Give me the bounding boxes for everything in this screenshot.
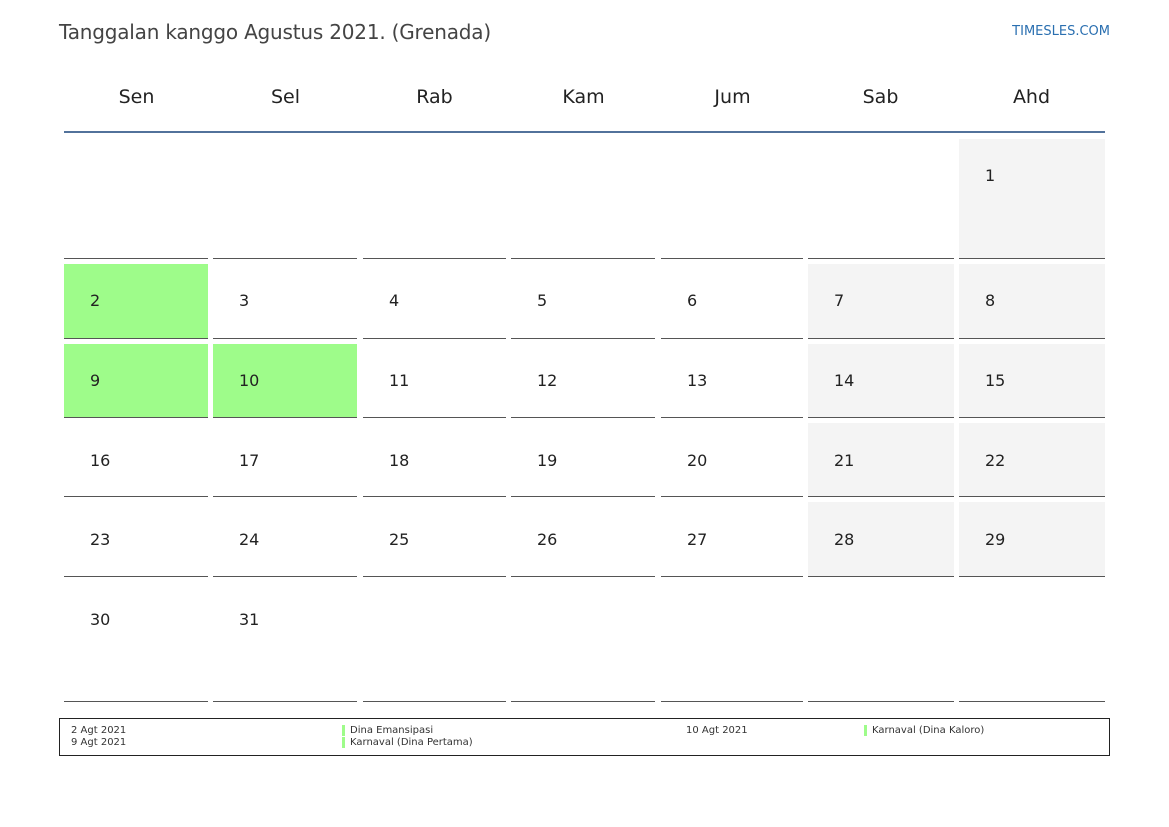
day-number: 2 xyxy=(90,291,101,310)
legend-holiday-name: Karnaval (Dina Kaloro) xyxy=(872,725,985,736)
day-cell-10[interactable]: 10 xyxy=(213,344,357,418)
day-number: 6 xyxy=(687,291,698,310)
day-number: 7 xyxy=(834,291,845,310)
day-cell-30[interactable]: 30 xyxy=(64,582,208,702)
day-cell-22[interactable]: 22 xyxy=(959,423,1105,497)
header-divider xyxy=(64,131,1105,133)
day-cell-8[interactable]: 8 xyxy=(959,264,1105,339)
empty-day-cell xyxy=(661,582,803,702)
day-number: 10 xyxy=(239,371,260,390)
day-number: 17 xyxy=(239,451,260,470)
empty-day-cell xyxy=(363,139,506,259)
weekday-tue: Sel xyxy=(270,86,301,108)
day-cell-12[interactable]: 12 xyxy=(511,344,655,418)
day-number: 31 xyxy=(239,610,260,629)
day-number: 20 xyxy=(687,451,708,470)
day-number: 14 xyxy=(834,371,855,390)
day-number: 13 xyxy=(687,371,708,390)
weekday-header-row: Sen Sel Rab Kam Jum Sab Ahd xyxy=(64,86,1105,112)
day-cell-5[interactable]: 5 xyxy=(511,264,655,339)
day-number: 22 xyxy=(985,451,1006,470)
empty-day-cell xyxy=(808,139,954,259)
page-title: Tanggalan kanggo Agustus 2021. (Grenada) xyxy=(59,20,491,44)
day-cell-28[interactable]: 28 xyxy=(808,502,954,577)
day-cell-1[interactable]: 1 xyxy=(959,139,1105,259)
day-number: 26 xyxy=(537,530,558,549)
legend-holiday-name: Karnaval (Dina Pertama) xyxy=(350,737,473,748)
day-cell-20[interactable]: 20 xyxy=(661,423,803,497)
day-cell-6[interactable]: 6 xyxy=(661,264,803,339)
day-number: 1 xyxy=(985,166,996,185)
day-number: 27 xyxy=(687,530,708,549)
legend-date: 9 Agt 2021 xyxy=(71,737,127,748)
day-cell-27[interactable]: 27 xyxy=(661,502,803,577)
brand-link[interactable]: TIMESLES.COM xyxy=(1012,24,1110,39)
day-cell-14[interactable]: 14 xyxy=(808,344,954,418)
day-number: 19 xyxy=(537,451,558,470)
day-cell-24[interactable]: 24 xyxy=(213,502,357,577)
day-number: 28 xyxy=(834,530,855,549)
day-cell-31[interactable]: 31 xyxy=(213,582,357,702)
day-number: 16 xyxy=(90,451,111,470)
day-number: 18 xyxy=(389,451,410,470)
day-cell-13[interactable]: 13 xyxy=(661,344,803,418)
day-number: 12 xyxy=(537,371,558,390)
day-number: 11 xyxy=(389,371,410,390)
day-cell-4[interactable]: 4 xyxy=(363,264,506,339)
day-number: 25 xyxy=(389,530,410,549)
empty-day-cell xyxy=(661,139,803,259)
weekday-thu: Kam xyxy=(562,86,605,108)
day-cell-25[interactable]: 25 xyxy=(363,502,506,577)
holiday-legend: 2 Agt 2021 9 Agt 2021 Dina Emansipasi Ka… xyxy=(59,718,1110,756)
day-cell-3[interactable]: 3 xyxy=(213,264,357,339)
empty-day-cell xyxy=(64,139,208,259)
day-cell-15[interactable]: 15 xyxy=(959,344,1105,418)
day-number: 30 xyxy=(90,610,111,629)
day-cell-9[interactable]: 9 xyxy=(64,344,208,418)
weekday-wed: Rab xyxy=(416,86,453,108)
day-number: 15 xyxy=(985,371,1006,390)
day-cell-18[interactable]: 18 xyxy=(363,423,506,497)
empty-day-cell xyxy=(808,582,954,702)
day-number: 23 xyxy=(90,530,111,549)
empty-day-cell xyxy=(959,582,1105,702)
day-cell-21[interactable]: 21 xyxy=(808,423,954,497)
day-number: 21 xyxy=(834,451,855,470)
legend-holiday-name: Dina Emansipasi xyxy=(350,725,434,736)
legend-date: 2 Agt 2021 xyxy=(71,725,127,736)
day-number: 9 xyxy=(90,371,101,390)
day-cell-11[interactable]: 11 xyxy=(363,344,506,418)
weekday-sat: Sab xyxy=(862,86,899,108)
day-number: 5 xyxy=(537,291,548,310)
legend-date: 10 Agt 2021 xyxy=(686,725,748,736)
empty-day-cell xyxy=(511,139,655,259)
empty-day-cell xyxy=(213,139,357,259)
day-number: 4 xyxy=(389,291,400,310)
day-cell-2[interactable]: 2 xyxy=(64,264,208,339)
holiday-color-marker xyxy=(864,725,867,736)
day-number: 24 xyxy=(239,530,260,549)
day-number: 3 xyxy=(239,291,250,310)
day-cell-16[interactable]: 16 xyxy=(64,423,208,497)
weekday-mon: Sen xyxy=(118,86,155,108)
empty-day-cell xyxy=(511,582,655,702)
day-cell-29[interactable]: 29 xyxy=(959,502,1105,577)
weekday-sun: Ahd xyxy=(1012,86,1051,108)
day-cell-26[interactable]: 26 xyxy=(511,502,655,577)
weekday-fri: Jum xyxy=(714,86,751,108)
day-cell-17[interactable]: 17 xyxy=(213,423,357,497)
empty-day-cell xyxy=(363,582,506,702)
holiday-color-marker xyxy=(342,725,345,736)
day-cell-7[interactable]: 7 xyxy=(808,264,954,339)
holiday-color-marker xyxy=(342,737,345,748)
day-cell-19[interactable]: 19 xyxy=(511,423,655,497)
day-cell-23[interactable]: 23 xyxy=(64,502,208,577)
day-number: 8 xyxy=(985,291,996,310)
day-number: 29 xyxy=(985,530,1006,549)
